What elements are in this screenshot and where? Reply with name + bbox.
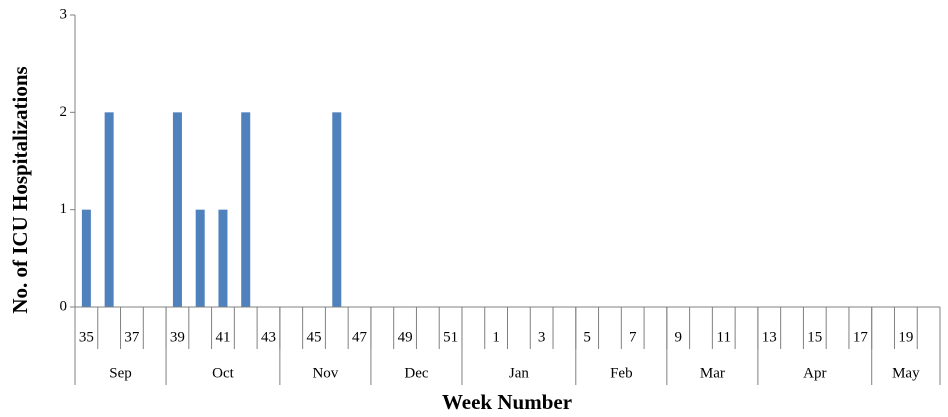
month-label: Oct [212,365,234,381]
x-tick-label: 37 [124,329,140,345]
x-tick-label: 51 [443,329,458,345]
y-tick-label: 0 [60,298,68,314]
x-tick-label: 49 [398,329,413,345]
x-tick-label: 11 [717,329,731,345]
month-label: Mar [700,365,725,381]
bar [81,209,91,307]
month-label: Nov [312,365,338,381]
month-label: May [892,365,920,381]
x-tick-label: 9 [674,329,682,345]
y-tick-label: 2 [60,104,68,120]
month-label: Feb [610,365,633,381]
bar [104,112,114,307]
x-tick-label: 19 [898,329,913,345]
x-tick-label: 39 [170,329,185,345]
bar [332,112,342,307]
month-label: Dec [404,365,428,381]
x-tick-label: 3 [538,329,546,345]
x-tick-label: 41 [215,329,230,345]
x-tick-label: 5 [583,329,591,345]
x-tick-label: 13 [762,329,777,345]
x-tick-label: 15 [807,329,822,345]
bar [172,112,182,307]
x-tick-label: 7 [629,329,637,345]
x-tick-label: 43 [261,329,276,345]
y-tick-label: 3 [60,6,68,22]
bar [241,112,251,307]
month-label: Jan [509,365,529,381]
month-label: Sep [109,365,132,381]
y-tick-label: 1 [60,201,68,217]
bar [218,209,228,307]
x-tick-label: 17 [853,329,869,345]
x-axis-title: Week Number [442,390,572,414]
x-tick-label: 47 [352,329,368,345]
x-tick-label: 45 [307,329,322,345]
x-tick-label: 35 [79,329,94,345]
y-axis-title: No. of ICU Hospitalizations [8,66,32,313]
bar [195,209,205,307]
month-label: Apr [803,365,826,381]
x-tick-label: 1 [492,329,500,345]
